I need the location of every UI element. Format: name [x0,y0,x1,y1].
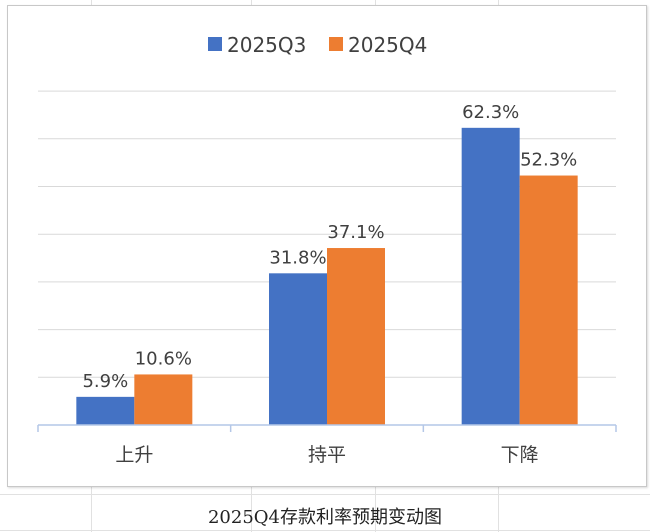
category-label: 持平 [308,444,346,466]
data-label: 31.8% [269,247,326,268]
data-label: 52.3% [520,150,577,171]
bar-2025Q3-持平 [269,273,327,425]
bar-2025Q3-下降 [461,127,520,425]
bar-2025Q4-上升 [134,374,193,425]
data-label: 10.6% [135,348,192,369]
data-label: 5.9% [82,371,128,392]
legend-label: 2025Q3 [227,33,306,57]
bar-2025Q3-上升 [76,396,135,425]
legend-swatch-2025Q3 [208,37,222,51]
bar-2025Q4-持平 [327,248,385,425]
bar-chart: 5.9% 10.6% 上升 31.8%37.1% 持平 62.3% 52.3% 下降 2025Q… [37,33,617,466]
data-label: 37.1% [327,222,384,243]
bar-2025Q4-下降 [519,175,578,425]
legend-label: 2025Q4 [348,33,427,57]
category-label: 下降 [501,444,539,466]
category-label: 上升 [115,444,153,466]
sheet-gridline [0,494,650,495]
data-label: 62.3% [462,102,519,123]
chart-area[interactable]: 5.9% 10.6% 上升 31.8% 37.1% 持平 62.3% 52.3% 下降 2025Q… [7,5,647,487]
legend-swatch-2025Q4 [329,37,343,51]
sheet-gridline [0,530,650,531]
chart-caption: 2025Q4存款利率预期变动图 [207,507,443,528]
